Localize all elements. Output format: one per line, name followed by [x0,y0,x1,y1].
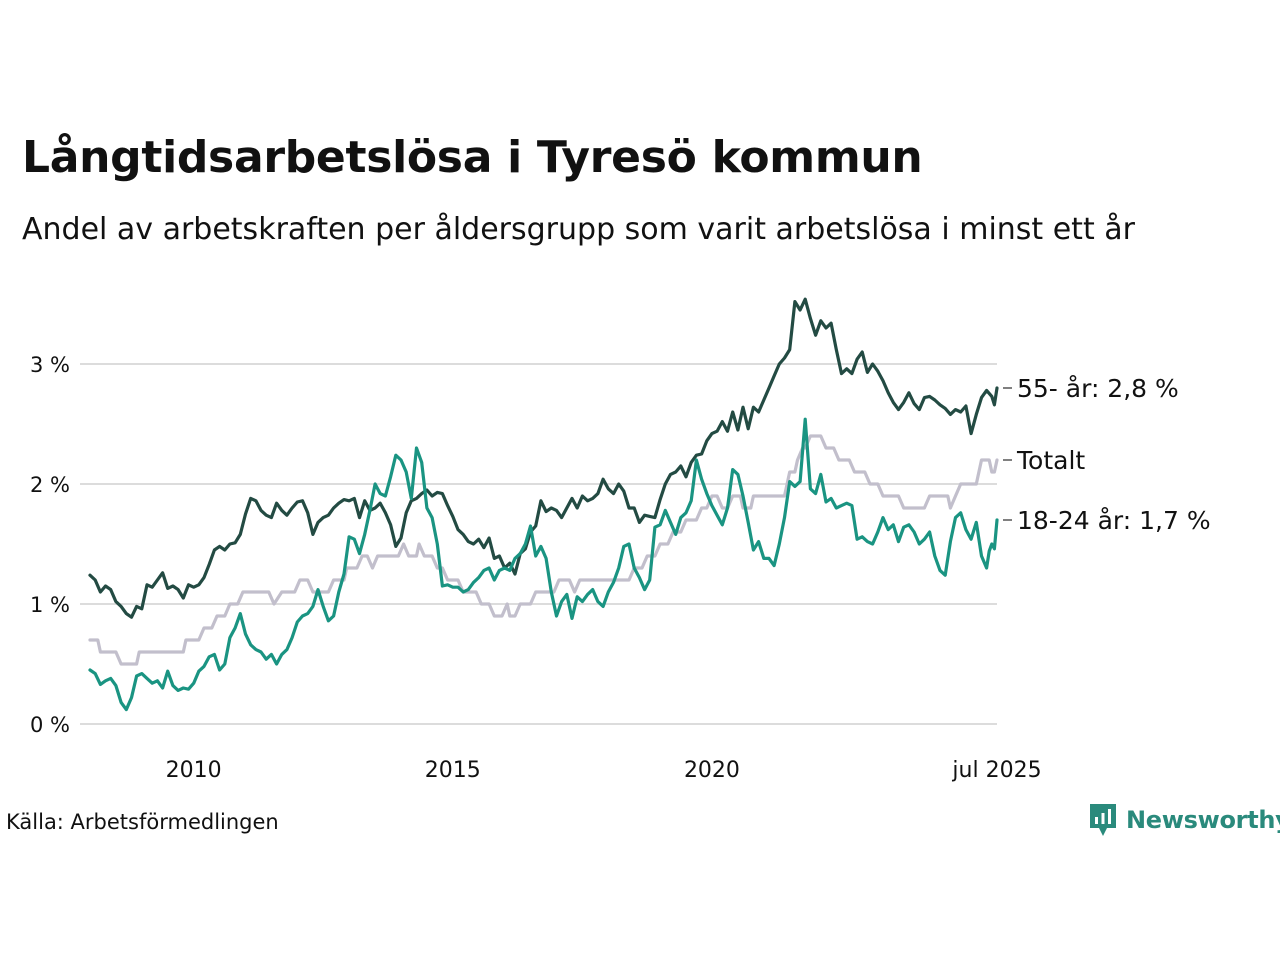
x-tick-label: 2020 [684,758,740,783]
series-line-18-24 [88,417,999,712]
series-line-55-plus [88,297,999,619]
gridlines [80,363,997,725]
x-tick-label: jul 2025 [951,758,1041,783]
series-line-totalt [88,434,999,666]
brand-name: Newsworthy [1126,806,1280,834]
bar-chart-speech-bubble-icon [1090,804,1116,836]
x-axis-tick-labels: 2010 2015 2020 jul 2025 [166,758,1042,783]
series-end-label: 55- år: 2,8 % [1017,374,1179,403]
y-tick-label: 0 % [30,713,70,737]
source-note: Källa: Arbetsförmedlingen [6,810,279,834]
chart-title: Långtidsarbetslösa i Tyresö kommun [22,132,923,183]
series-end-labels: Totalt 55- år: 2,8 % 18-24 år: 1,7 % [1003,374,1211,535]
y-axis-tick-labels: 0 % 1 % 2 % 3 % [30,353,70,737]
y-tick-label: 2 % [30,473,70,497]
chart-subtitle: Andel av arbetskraften per åldersgrupp s… [22,212,1135,247]
y-tick-label: 1 % [30,593,70,617]
brand-logo: Newsworthy [1088,802,1280,838]
series-lines [88,297,999,712]
y-tick-label: 3 % [30,353,70,377]
x-tick-label: 2015 [425,758,481,783]
series-end-label: Totalt [1016,446,1085,475]
x-tick-label: 2010 [166,758,222,783]
series-end-label: 18-24 år: 1,7 % [1017,506,1211,535]
